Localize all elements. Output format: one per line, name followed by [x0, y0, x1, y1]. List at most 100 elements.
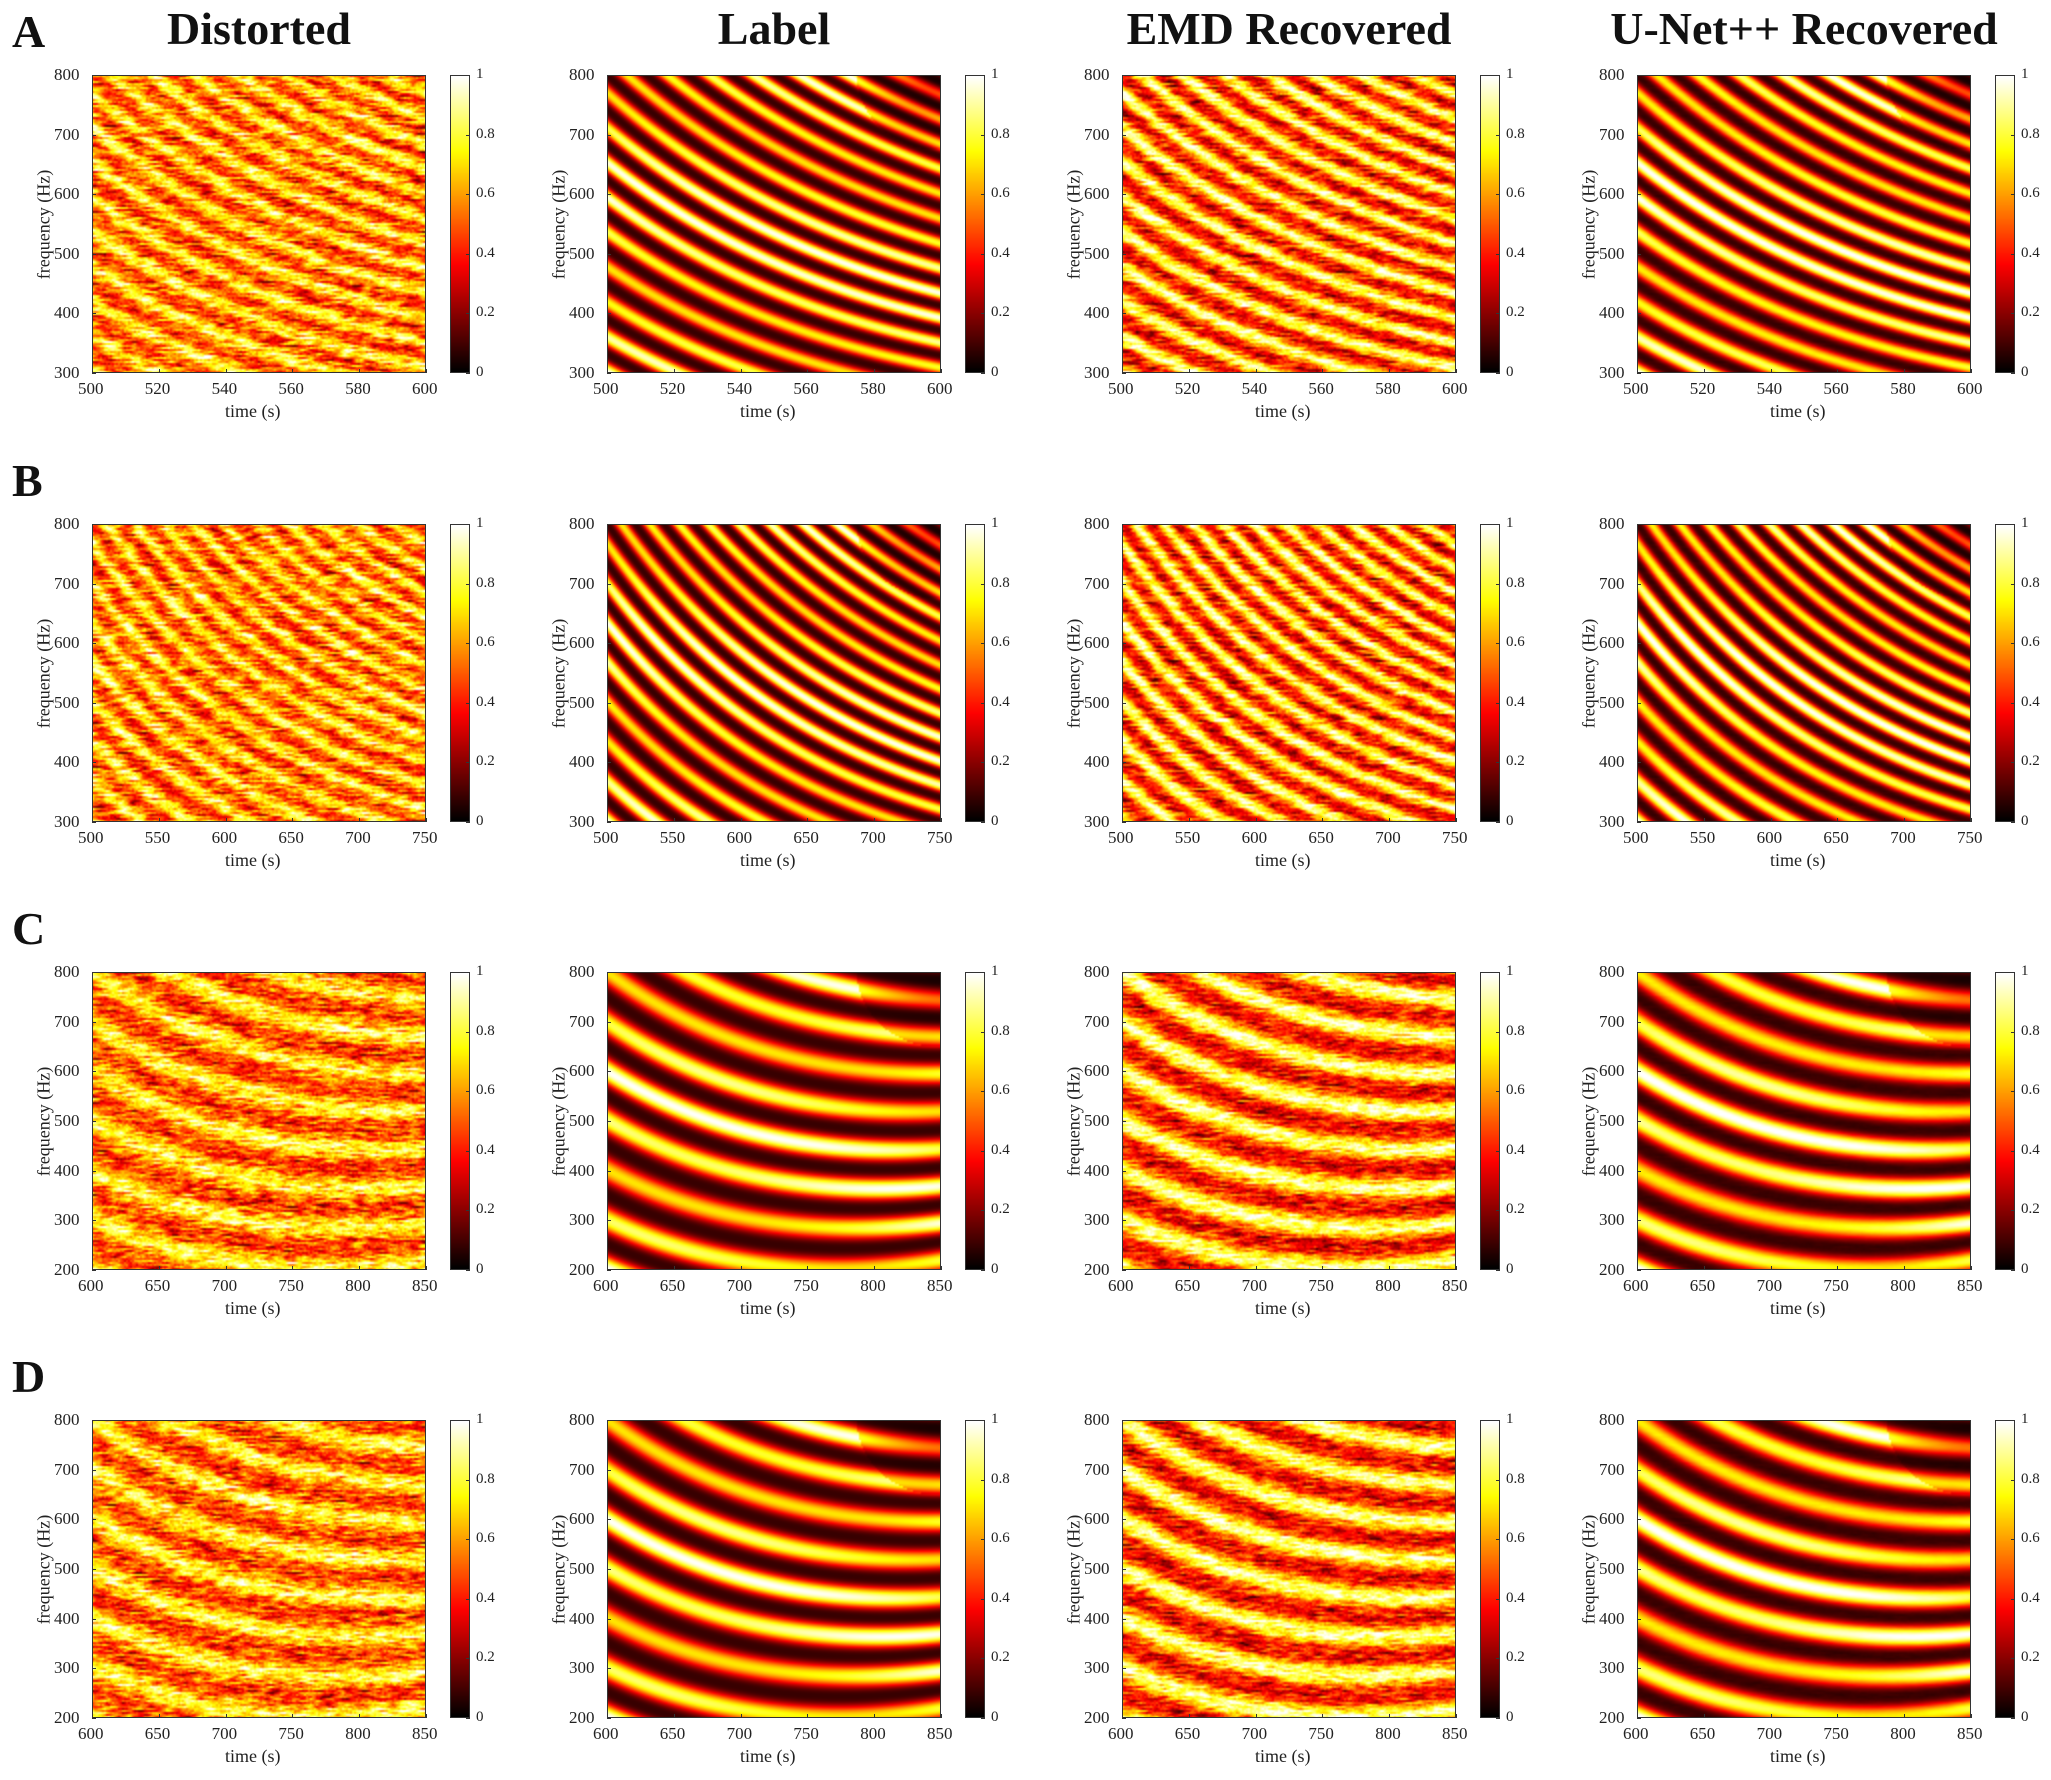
- colorbar-tick-mark: [981, 643, 985, 645]
- y-tick-mark: [1122, 1718, 1126, 1719]
- y-tick-mark: [607, 822, 611, 823]
- x-tick-label: 560: [1308, 379, 1334, 398]
- colorbar-C-distorted: [450, 972, 470, 1270]
- y-tick-mark: [1122, 583, 1126, 585]
- x-tick-label: 700: [860, 828, 886, 847]
- y-tick-mark: [1122, 1569, 1126, 1570]
- x-tick-mark: [1255, 369, 1257, 373]
- colorbar-tick-mark: [1496, 1539, 1500, 1541]
- y-tick-mark: [607, 762, 611, 764]
- colorbar-tick-mark: [1496, 972, 1500, 973]
- y-tick-label: 700: [54, 124, 80, 144]
- colorbar-tick-mark: [2011, 194, 2015, 196]
- y-tick-label: 200: [569, 1260, 595, 1279]
- colorbar-tick-label: 0.2: [1506, 753, 1525, 770]
- y-tick-mark: [1122, 762, 1126, 764]
- colorbar-frame: [1480, 75, 1500, 373]
- x-tick-mark: [740, 1714, 742, 1718]
- colorbar-A-distorted: [450, 75, 470, 373]
- colorbar-tick-label: 0.8: [991, 1022, 1010, 1039]
- colorbar-tick-mark: [2011, 762, 2015, 764]
- colorbar-tick-mark: [981, 1031, 985, 1033]
- x-tick-label: 700: [211, 1724, 238, 1743]
- y-tick-label: 500: [54, 1559, 80, 1578]
- y-tick-label: 500: [569, 243, 595, 263]
- y-tick-label: 700: [569, 124, 595, 144]
- y-tick-label: 500: [1599, 1559, 1625, 1578]
- y-axis-label: frequency (Hz): [1578, 1066, 1599, 1177]
- x-tick-label: 600: [1241, 828, 1268, 847]
- y-tick-label: 300: [54, 812, 80, 831]
- x-tick-label: 600: [1756, 828, 1783, 847]
- colorbar-tick-label: 0.6: [1506, 1530, 1525, 1547]
- colorbar-D-emd: [1480, 1420, 1500, 1718]
- y-axis-label: frequency (Hz): [548, 1066, 569, 1177]
- x-tick-label: 560: [1823, 379, 1849, 398]
- y-tick-mark: [607, 643, 611, 645]
- colorbar-B-unet: [1995, 524, 2015, 822]
- y-tick-label: 400: [54, 752, 80, 772]
- colorbar-tick-mark: [2011, 524, 2015, 525]
- colorbar-tick-label: 0.8: [2021, 125, 2040, 142]
- y-tick-label: 700: [54, 1459, 80, 1479]
- colorbar-frame: [1995, 1420, 2015, 1718]
- y-tick-mark: [92, 1121, 96, 1122]
- y-tick-mark: [1637, 1469, 1641, 1471]
- y-tick-mark: [92, 1220, 96, 1222]
- y-tick-mark: [607, 134, 611, 136]
- colorbar-tick-mark: [466, 702, 470, 704]
- y-tick-mark: [92, 1668, 96, 1670]
- x-tick-mark: [941, 1714, 942, 1718]
- x-tick-label: 700: [1756, 1276, 1783, 1295]
- y-tick-mark: [1637, 1718, 1641, 1719]
- y-tick-mark: [92, 194, 96, 196]
- y-axis-label: frequency (Hz): [33, 1066, 54, 1177]
- x-axis-label: time (s): [225, 401, 281, 421]
- x-tick-mark: [1637, 369, 1638, 373]
- y-tick-mark: [92, 972, 96, 973]
- x-tick-mark: [807, 1266, 809, 1270]
- heatmap-C-distorted: [92, 972, 426, 1270]
- y-tick-label: 800: [1084, 962, 1110, 981]
- colorbar-tick-label: 0: [476, 1709, 484, 1725]
- colorbar-tick-mark: [2011, 822, 2015, 823]
- y-tick-label: 800: [1084, 514, 1110, 533]
- colorbar-tick-label: 0.8: [1506, 125, 1525, 142]
- y-tick-mark: [92, 1021, 96, 1023]
- x-tick-label: 650: [1174, 1724, 1201, 1743]
- y-tick-label: 800: [54, 514, 80, 533]
- colorbar-tick-label: 1: [476, 66, 484, 82]
- x-tick-label: 520: [1689, 379, 1716, 398]
- colorbar-tick-mark: [466, 1479, 470, 1481]
- x-tick-mark: [1904, 818, 1906, 822]
- x-axis-label: time (s): [1255, 1298, 1311, 1318]
- y-tick-label: 300: [1599, 1210, 1625, 1230]
- colorbar-tick-mark: [981, 194, 985, 196]
- y-tick-label: 200: [1599, 1260, 1625, 1279]
- y-tick-mark: [92, 75, 96, 76]
- colorbar-tick-mark: [981, 313, 985, 315]
- y-tick-mark: [92, 373, 96, 374]
- colorbar-tick-label: 0.2: [2021, 1201, 2040, 1218]
- y-tick-label: 800: [1599, 1410, 1625, 1429]
- colorbar-tick-label: 0.4: [991, 244, 1010, 261]
- colorbar-tick-label: 0.4: [991, 1141, 1010, 1158]
- x-tick-mark: [426, 1266, 427, 1270]
- y-tick-mark: [92, 762, 96, 764]
- x-tick-mark: [1837, 1266, 1839, 1270]
- x-tick-mark: [1389, 1266, 1391, 1270]
- colorbar-tick-label: 0: [2021, 1261, 2029, 1277]
- x-tick-mark: [1904, 369, 1906, 373]
- y-tick-mark: [1637, 822, 1641, 823]
- x-tick-label: 600: [1108, 1276, 1134, 1295]
- y-tick-mark: [1122, 1021, 1126, 1023]
- y-tick-mark: [1637, 1021, 1641, 1023]
- x-tick-label: 600: [211, 828, 238, 847]
- x-tick-mark: [740, 818, 742, 822]
- colorbar-tick-mark: [981, 1479, 985, 1481]
- colorbar-tick-mark: [2011, 1598, 2015, 1600]
- colorbar-tick-label: 0.4: [2021, 244, 2040, 261]
- colorbar-frame: [965, 524, 985, 822]
- y-tick-label: 800: [54, 65, 80, 84]
- y-tick-label: 700: [1084, 1011, 1110, 1031]
